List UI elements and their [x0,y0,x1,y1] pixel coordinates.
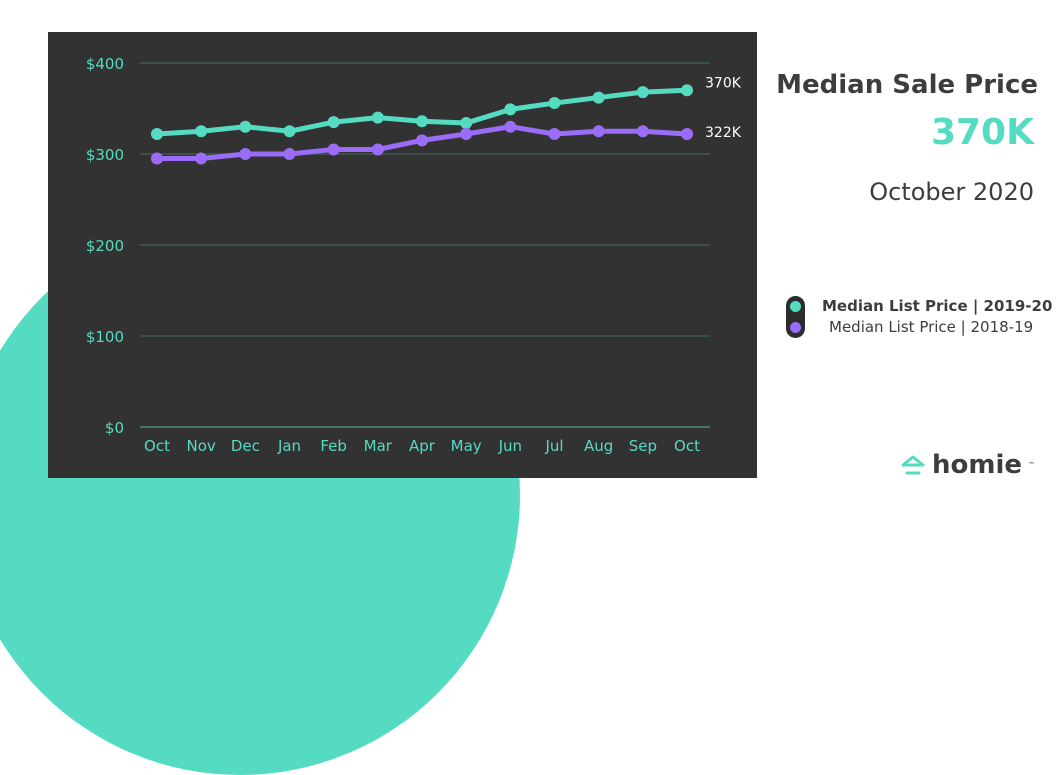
x-tick-label: Dec [231,437,260,455]
data-point [416,115,428,128]
x-tick-label: Sep [629,437,657,455]
homie-logo: homie ™ [900,450,1035,480]
x-tick-label: Jul [544,437,563,455]
data-point [548,127,561,140]
line-chart: $0 $100 $200 $300 $400 Oct Nov Dec Jan Feb Mar Apr M… [86,55,742,455]
x-tick-label: Apr [409,437,436,455]
x-tick-label: Oct [674,437,700,455]
data-point [592,125,605,138]
chart-panel: $0 $100 $200 $300 $400 Oct Nov Dec Jan Feb Mar Apr M… [48,32,757,478]
brand-name: homie [932,450,1023,480]
x-tick-label: Aug [584,437,613,455]
x-tick-label: Oct [144,437,170,455]
data-point [195,125,208,138]
data-point [371,111,384,124]
data-point [151,152,163,165]
data-point [636,86,649,99]
x-tick-label: Jan [277,437,301,455]
x-tick-label: May [451,437,482,455]
data-point [504,120,517,133]
legend-markers [786,296,805,338]
x-tick-label: Mar [364,437,393,455]
data-point [460,127,473,140]
data-point [504,103,517,116]
legend-label-2018-19: Median List Price | 2018-19 [829,318,1034,336]
y-tick-label: $0 [105,419,124,437]
x-tick-label: Feb [320,437,347,455]
legend-marker-2018-19 [790,322,801,333]
data-point [151,127,163,140]
data-point [283,148,296,160]
legend-label-2019-20: Median List Price | 2019-20 [822,297,1053,315]
y-tick-label: $200 [86,237,124,255]
legend-marker-2019-20 [790,301,801,312]
y-tick-label: $100 [86,328,124,346]
end-label: 322K [705,125,742,141]
series-line [156,87,688,137]
data-point [636,125,649,138]
end-label: 370K [705,75,742,91]
data-point [283,125,296,138]
data-point [327,116,340,129]
data-point [681,84,693,97]
data-point [195,152,208,165]
headline-date: October 2020 [869,178,1034,206]
data-point [327,143,340,156]
data-point [416,134,428,147]
headline-value: 370K [930,112,1034,153]
data-point [681,127,693,140]
data-point [239,120,252,133]
house-icon [901,455,925,475]
trademark: ™ [1028,461,1036,469]
headline-title: Median Sale Price [776,70,1038,100]
y-tick-label: $400 [86,55,124,73]
data-point [371,143,384,156]
data-point [239,148,252,160]
y-tick-label: $300 [86,146,124,164]
x-tick-label: Jun [498,437,522,455]
x-tick-label: Nov [187,437,216,455]
data-point [460,117,473,130]
data-point [548,97,561,110]
data-point [592,91,605,104]
